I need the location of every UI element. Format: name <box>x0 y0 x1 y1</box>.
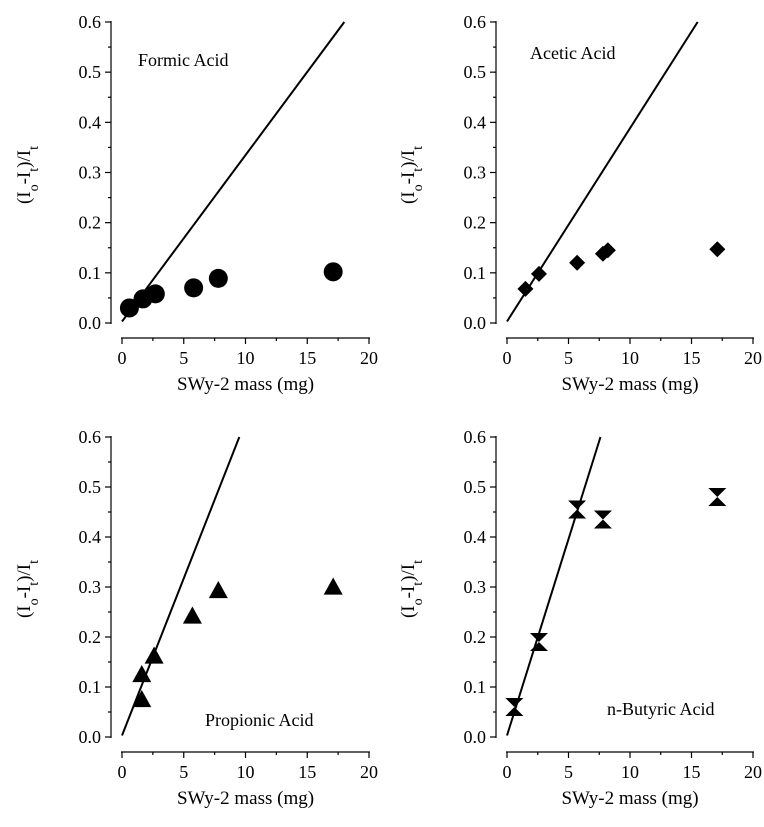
y-axis-title-acetic: (Io-It)/It <box>398 146 426 204</box>
y-tick-label-butyric: 0.5 <box>464 477 487 497</box>
x-axis-title-propionic: SWy-2 mass (mg) <box>177 788 314 809</box>
y-tick-label-propionic: 0.6 <box>79 427 102 447</box>
axes-acetic: 0.0 0.1 0.2 0.3 0.4 0.5 0.6 0 5 10 15 20 <box>464 12 763 368</box>
fit-line-butyric <box>506 436 602 736</box>
axes-formic: 0.0 0.1 0.2 0.3 0.4 0.5 0.6 0 5 10 15 20 <box>79 12 379 368</box>
y-axis-title-propionic: (Io-It)/It <box>14 560 42 618</box>
x-tick-label-propionic: 20 <box>360 762 378 782</box>
data-point-acetic <box>517 280 534 297</box>
y-tick-label-formic: 0.1 <box>79 263 102 283</box>
y-tick-label-butyric: 0.4 <box>464 527 487 547</box>
axes-butyric: 0.0 0.1 0.2 0.3 0.4 0.5 0.6 0 5 10 15 20 <box>464 427 763 782</box>
x-tick-label-butyric: 15 <box>683 762 701 782</box>
x-tick-label-butyric: 0 <box>503 762 512 782</box>
y-tick-label-propionic: 0.5 <box>79 477 102 497</box>
y-tick-label-acetic: 0.2 <box>464 213 487 233</box>
y-tick-label-acetic: 0.0 <box>464 313 487 333</box>
y-tick-label-propionic: 0.0 <box>79 727 102 747</box>
y-tick-label-acetic: 0.4 <box>464 112 487 132</box>
data-point-acetic <box>569 254 586 271</box>
y-tick-label-formic: 0.0 <box>79 313 102 333</box>
y-tick-label-formic: 0.6 <box>79 12 102 32</box>
y-tick-label-propionic: 0.3 <box>79 577 102 597</box>
data-point-propionic <box>144 646 164 664</box>
y-tick-label-acetic: 0.1 <box>464 263 487 283</box>
x-tick-label-formic: 0 <box>118 348 127 368</box>
data-point-acetic <box>709 241 726 258</box>
panel-formic: 0.0 0.1 0.2 0.3 0.4 0.5 0.6 0 5 10 15 20 SWy-2 mass… <box>14 12 378 395</box>
x-tick-label-formic: 5 <box>179 348 188 368</box>
data-point-propionic <box>132 690 152 708</box>
x-tick-label-acetic: 20 <box>744 348 762 368</box>
x-tick-label-acetic: 15 <box>683 348 701 368</box>
fit-line-formic <box>121 21 346 323</box>
data-point-butyric <box>708 488 727 506</box>
y-tick-label-acetic: 0.3 <box>464 163 487 183</box>
x-tick-label-acetic: 0 <box>503 348 512 368</box>
x-axis-title-butyric: SWy-2 mass (mg) <box>561 788 698 809</box>
data-point-propionic <box>323 577 343 595</box>
fit-line-propionic <box>121 436 241 736</box>
y-tick-label-butyric: 0.3 <box>464 577 487 597</box>
x-tick-label-propionic: 5 <box>179 762 188 782</box>
data-point-acetic <box>530 265 547 282</box>
data-point-formic <box>119 298 139 318</box>
y-tick-label-acetic: 0.6 <box>464 12 487 32</box>
data-point-propionic <box>182 606 202 624</box>
data-point-butyric <box>529 633 548 651</box>
y-tick-label-formic: 0.3 <box>79 163 102 183</box>
panel-butyric: 0.0 0.1 0.2 0.3 0.4 0.5 0.6 0 5 10 15 20 SWy-2 mass… <box>398 427 762 809</box>
panel-propionic: 0.0 0.1 0.2 0.3 0.4 0.5 0.6 0 5 10 15 20 SWy-2 mass… <box>14 427 378 809</box>
x-axis-title-acetic: SWy-2 mass (mg) <box>561 374 698 395</box>
data-point-propionic <box>132 665 152 683</box>
data-point-butyric <box>593 510 612 529</box>
x-tick-label-formic: 20 <box>360 348 378 368</box>
x-tick-label-formic: 15 <box>298 348 316 368</box>
y-tick-label-propionic: 0.4 <box>79 527 102 547</box>
panel-label-propionic: Propionic Acid <box>205 710 314 730</box>
panel-label-formic: Formic Acid <box>138 50 229 70</box>
data-point-formic <box>184 278 204 298</box>
y-tick-label-acetic: 0.5 <box>464 62 487 82</box>
y-tick-label-formic: 0.2 <box>79 213 102 233</box>
data-point-butyric <box>568 500 587 519</box>
y-tick-label-formic: 0.4 <box>79 112 102 132</box>
x-tick-label-formic: 10 <box>237 348 255 368</box>
x-tick-label-butyric: 10 <box>621 762 639 782</box>
x-tick-label-acetic: 10 <box>621 348 639 368</box>
y-axis-title-butyric: (Io-It)/It <box>398 560 426 618</box>
data-point-acetic <box>599 242 616 259</box>
y-tick-label-formic: 0.5 <box>79 62 102 82</box>
y-tick-label-butyric: 0.0 <box>464 727 487 747</box>
panel-label-acetic: Acetic Acid <box>530 43 615 63</box>
y-tick-label-propionic: 0.1 <box>79 677 102 697</box>
y-tick-label-butyric: 0.6 <box>464 427 487 447</box>
data-point-formic <box>208 268 228 288</box>
data-point-propionic <box>208 581 228 599</box>
y-tick-label-butyric: 0.1 <box>464 677 487 697</box>
data-point-formic <box>323 262 343 282</box>
x-tick-label-butyric: 5 <box>564 762 573 782</box>
x-tick-label-propionic: 15 <box>298 762 316 782</box>
x-tick-label-propionic: 10 <box>237 762 255 782</box>
y-tick-label-butyric: 0.2 <box>464 627 487 647</box>
x-axis-title-formic: SWy-2 mass (mg) <box>177 374 314 395</box>
panel-label-butyric: n-Butyric Acid <box>607 699 714 719</box>
y-tick-label-propionic: 0.2 <box>79 627 102 647</box>
y-axis-title-formic: (Io-It)/It <box>14 146 42 204</box>
x-tick-label-propionic: 0 <box>118 762 127 782</box>
x-tick-label-butyric: 20 <box>744 762 762 782</box>
panel-acetic: 0.0 0.1 0.2 0.3 0.4 0.5 0.6 0 5 10 15 20 SWy-2 mass… <box>398 12 762 395</box>
data-point-butyric <box>505 698 524 716</box>
axes-propionic: 0.0 0.1 0.2 0.3 0.4 0.5 0.6 0 5 10 15 20 <box>79 427 379 782</box>
x-tick-label-acetic: 5 <box>564 348 573 368</box>
data-point-formic <box>145 284 165 304</box>
